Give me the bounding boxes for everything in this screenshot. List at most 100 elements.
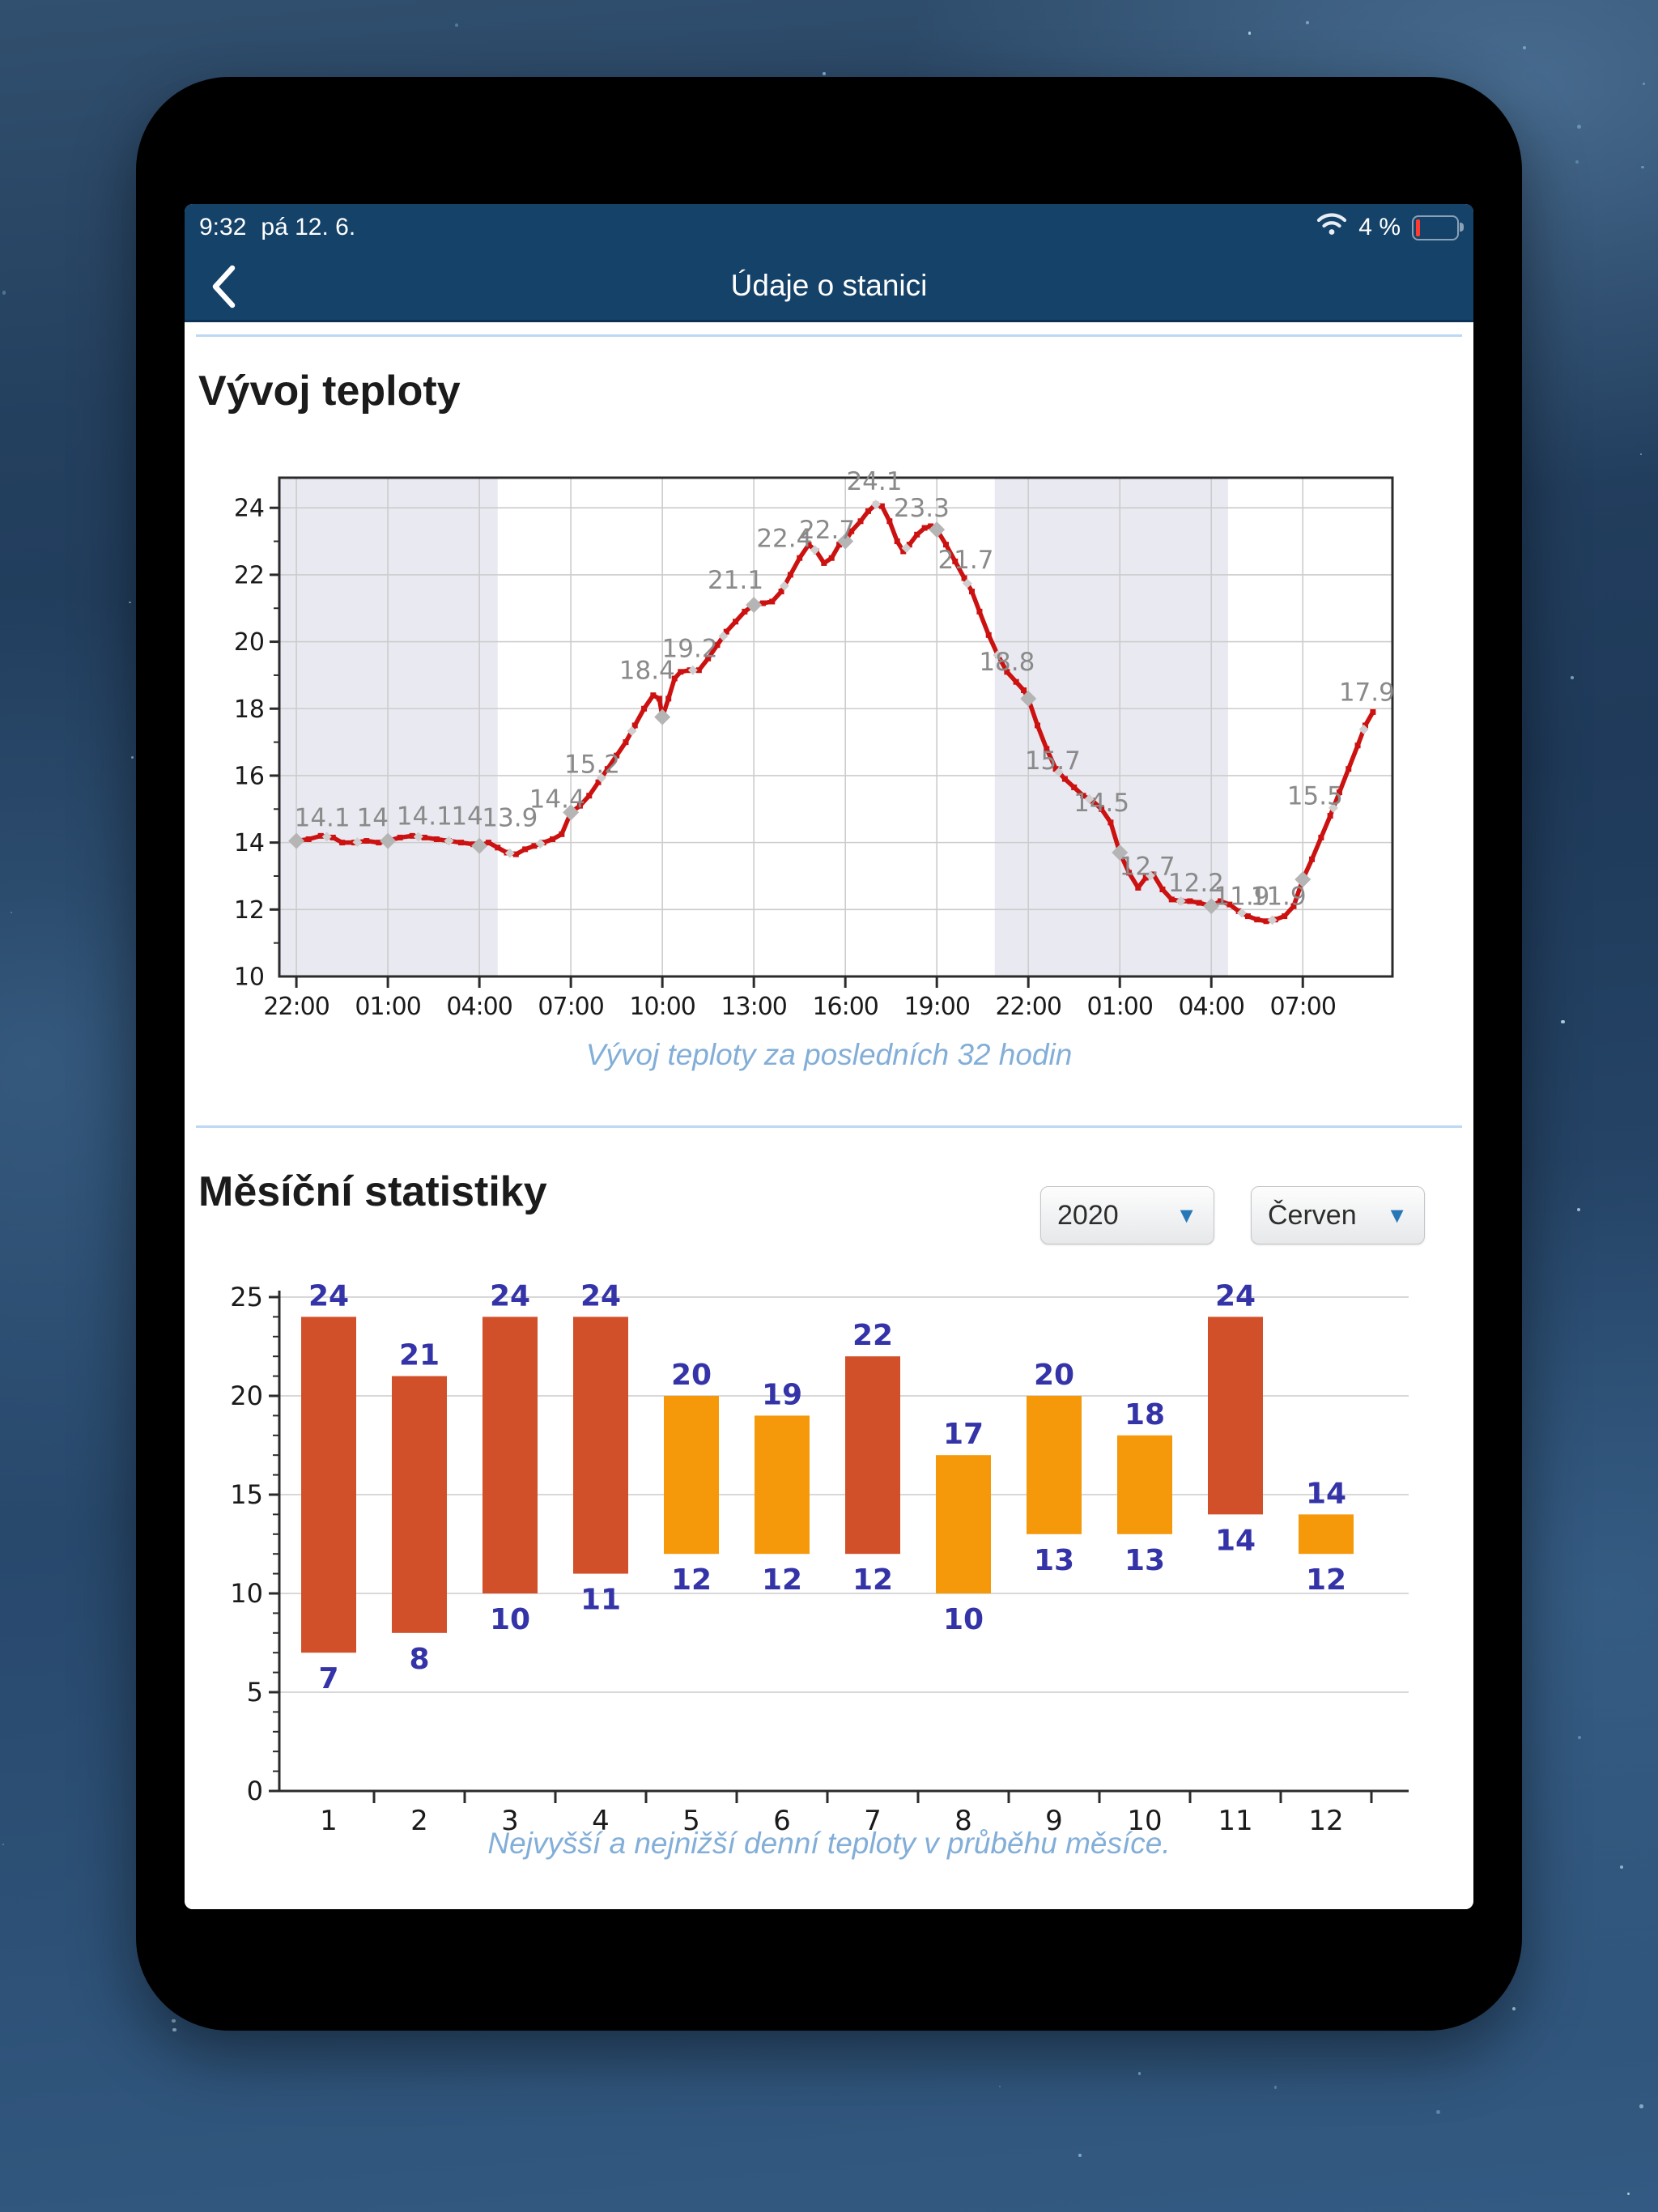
line-chart-caption: Vývoj teploty za posledních 32 hodin bbox=[585, 1038, 1073, 1071]
svg-text:04:00: 04:00 bbox=[446, 993, 512, 1021]
max-label: 19 bbox=[762, 1378, 802, 1411]
star-dot bbox=[10, 912, 12, 914]
svg-text:18: 18 bbox=[234, 696, 265, 724]
star-dot bbox=[1576, 124, 1581, 129]
svg-text:16: 16 bbox=[234, 762, 265, 790]
svg-text:1: 1 bbox=[320, 1805, 338, 1837]
night-band bbox=[994, 478, 1228, 976]
range-bar-day-10 bbox=[1117, 1435, 1172, 1534]
min-label: 12 bbox=[762, 1563, 802, 1597]
svg-text:12: 12 bbox=[234, 896, 265, 925]
star-dot bbox=[1640, 453, 1643, 455]
max-label: 14 bbox=[1306, 1477, 1346, 1510]
point-label: 14.4 bbox=[529, 785, 585, 815]
status-date: pá 12. 6. bbox=[261, 214, 356, 240]
star-dot bbox=[1571, 676, 1574, 680]
scroll-content[interactable]: Vývoj teploty 10 12 14 16 18 20 22 24 22:00 01:00… bbox=[185, 322, 1473, 1909]
svg-text:4: 4 bbox=[592, 1805, 610, 1837]
point-label: 12.2 bbox=[1168, 869, 1224, 898]
star-dot bbox=[1436, 2109, 1441, 2114]
star-dot bbox=[1577, 1208, 1581, 1212]
star-dot bbox=[1561, 1019, 1565, 1024]
divider-top bbox=[196, 334, 1462, 337]
month-dropdown-value: Červen bbox=[1268, 1199, 1357, 1231]
svg-text:7: 7 bbox=[864, 1805, 882, 1837]
svg-text:10: 10 bbox=[234, 963, 265, 992]
svg-text:25: 25 bbox=[230, 1282, 263, 1312]
svg-text:15: 15 bbox=[230, 1479, 263, 1510]
point-label: 18.8 bbox=[979, 648, 1035, 677]
max-label: 20 bbox=[671, 1359, 712, 1392]
svg-text:2: 2 bbox=[410, 1805, 428, 1837]
point-label: 14.1 bbox=[295, 803, 351, 832]
year-dropdown-value: 2020 bbox=[1057, 1199, 1119, 1231]
min-label: 14 bbox=[1215, 1524, 1256, 1557]
range-bar-day-2 bbox=[392, 1376, 447, 1633]
svg-text:07:00: 07:00 bbox=[1270, 993, 1336, 1021]
svg-text:20: 20 bbox=[234, 628, 265, 657]
month-dropdown[interactable]: Červen ▼ bbox=[1251, 1186, 1425, 1244]
min-label: 12 bbox=[852, 1563, 893, 1597]
app-screen: 9:32 pá 12. 6. 4 % bbox=[185, 204, 1473, 1909]
section-title-temperature: Vývoj teploty bbox=[198, 368, 461, 415]
page-title: Údaje o stanici bbox=[730, 268, 928, 302]
back-button[interactable] bbox=[198, 261, 249, 313]
min-label: 7 bbox=[318, 1662, 338, 1695]
point-label: 15.2 bbox=[564, 750, 620, 779]
min-label: 8 bbox=[409, 1643, 429, 1676]
range-bar-day-12 bbox=[1299, 1514, 1354, 1555]
svg-text:07:00: 07:00 bbox=[538, 993, 603, 1021]
star-dot bbox=[1577, 1735, 1581, 1739]
bar-chart-caption: Nejvyšší a nejnižší denní teploty v průb… bbox=[487, 1827, 1171, 1860]
svg-text:9: 9 bbox=[1045, 1805, 1063, 1837]
point-label: 13.9 bbox=[482, 803, 538, 832]
max-label: 20 bbox=[1034, 1359, 1074, 1392]
point-label: 21.1 bbox=[708, 566, 763, 595]
star-dot bbox=[1137, 2072, 1141, 2075]
svg-text:01:00: 01:00 bbox=[355, 993, 420, 1021]
max-label: 24 bbox=[308, 1279, 349, 1312]
status-bar: 9:32 pá 12. 6. 4 % bbox=[185, 204, 1473, 251]
tablet-frame: 9:32 pá 12. 6. 4 % bbox=[136, 77, 1522, 2031]
max-label: 24 bbox=[1215, 1279, 1256, 1312]
min-label: 12 bbox=[1306, 1563, 1346, 1597]
point-label: 12.7 bbox=[1120, 852, 1175, 881]
range-bar-day-5 bbox=[664, 1396, 719, 1555]
point-label: 22.7 bbox=[799, 516, 855, 545]
nav-bar: Údaje o stanici bbox=[185, 251, 1473, 322]
point-label: 14 bbox=[451, 802, 483, 831]
star-dot bbox=[130, 755, 134, 759]
svg-text:5: 5 bbox=[247, 1677, 263, 1708]
svg-text:11: 11 bbox=[1218, 1805, 1252, 1837]
star-dot bbox=[999, 2086, 1001, 2088]
svg-text:10: 10 bbox=[230, 1578, 263, 1609]
star-dot bbox=[1643, 82, 1646, 85]
svg-text:01:00: 01:00 bbox=[1086, 993, 1152, 1021]
range-bar-day-4 bbox=[573, 1317, 628, 1574]
svg-text:19:00: 19:00 bbox=[903, 993, 969, 1021]
point-label: 21.7 bbox=[937, 546, 993, 575]
point-label: 15.5 bbox=[1287, 782, 1343, 811]
svg-text:22:00: 22:00 bbox=[995, 993, 1061, 1021]
point-label: 18.4 bbox=[619, 657, 675, 686]
year-dropdown[interactable]: 2020 ▼ bbox=[1040, 1186, 1214, 1244]
chevron-down-icon: ▼ bbox=[1175, 1202, 1197, 1227]
battery-percent: 4 % bbox=[1358, 214, 1401, 240]
star-dot bbox=[1639, 2104, 1643, 2109]
star-dot bbox=[1627, 2193, 1630, 2195]
range-bar-day-11 bbox=[1208, 1317, 1263, 1515]
min-label: 13 bbox=[1124, 1544, 1165, 1577]
point-label: 19.2 bbox=[662, 635, 718, 664]
chevron-down-icon: ▼ bbox=[1386, 1202, 1408, 1227]
star-dot bbox=[1306, 21, 1310, 25]
status-time: 9:32 bbox=[199, 214, 247, 240]
svg-text:24: 24 bbox=[234, 495, 265, 523]
svg-text:04:00: 04:00 bbox=[1178, 993, 1244, 1021]
wifi-icon bbox=[1316, 212, 1347, 243]
point-label: 22.4 bbox=[756, 524, 812, 553]
svg-text:20: 20 bbox=[230, 1380, 263, 1411]
svg-text:16:00: 16:00 bbox=[812, 993, 878, 1021]
point-label: 14 bbox=[357, 803, 389, 832]
range-bar-day-8 bbox=[936, 1455, 991, 1593]
